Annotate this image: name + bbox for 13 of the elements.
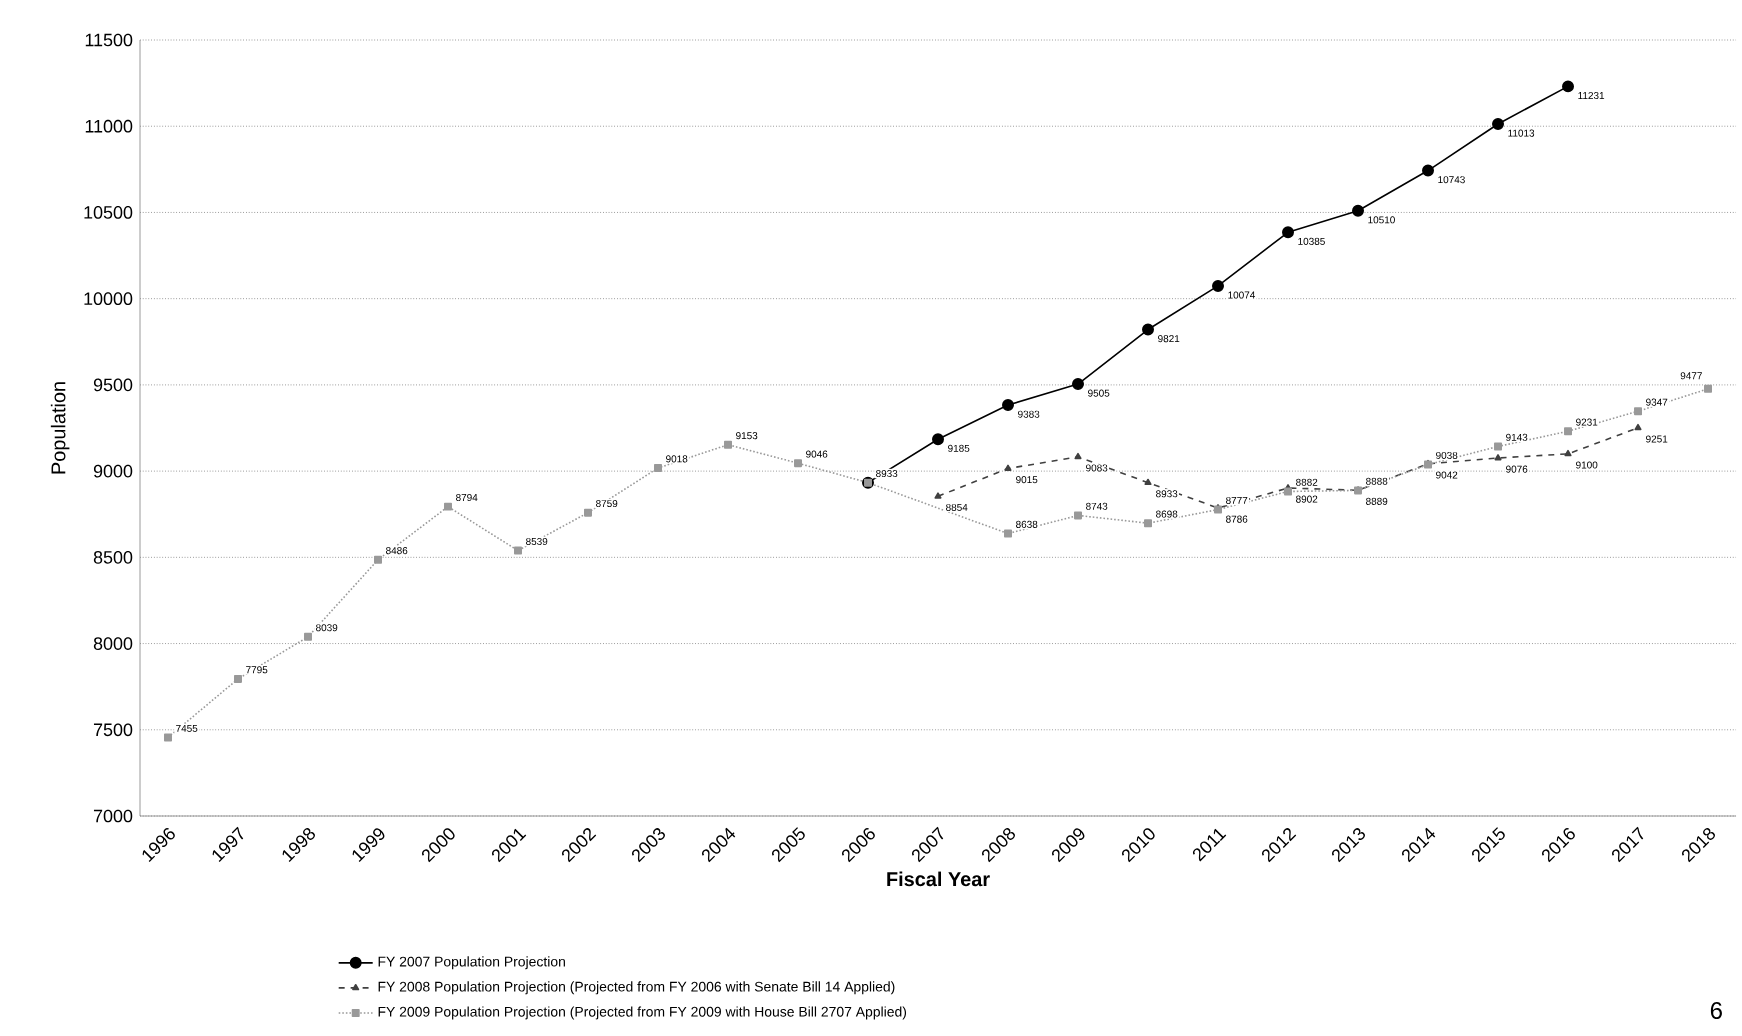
y-tick-label: 11500 bbox=[85, 33, 133, 47]
y-tick-label: 7000 bbox=[93, 809, 133, 823]
y-tick-label: 8500 bbox=[93, 550, 133, 564]
y-tick-label: 10000 bbox=[84, 292, 133, 306]
y-tick-label: 11000 bbox=[85, 119, 133, 133]
y-tick-label: 9000 bbox=[93, 464, 133, 478]
x-axis-title: Fiscal Year bbox=[887, 871, 990, 887]
y-axis-title: Population bbox=[50, 382, 70, 474]
y-tick-label: 10500 bbox=[84, 206, 133, 219]
text: 6 bbox=[1710, 1002, 1722, 1019]
y-tick-label: 7500 bbox=[93, 723, 133, 737]
y-tick-label: 8000 bbox=[93, 637, 133, 650]
y-tick-label: 9500 bbox=[93, 378, 133, 392]
